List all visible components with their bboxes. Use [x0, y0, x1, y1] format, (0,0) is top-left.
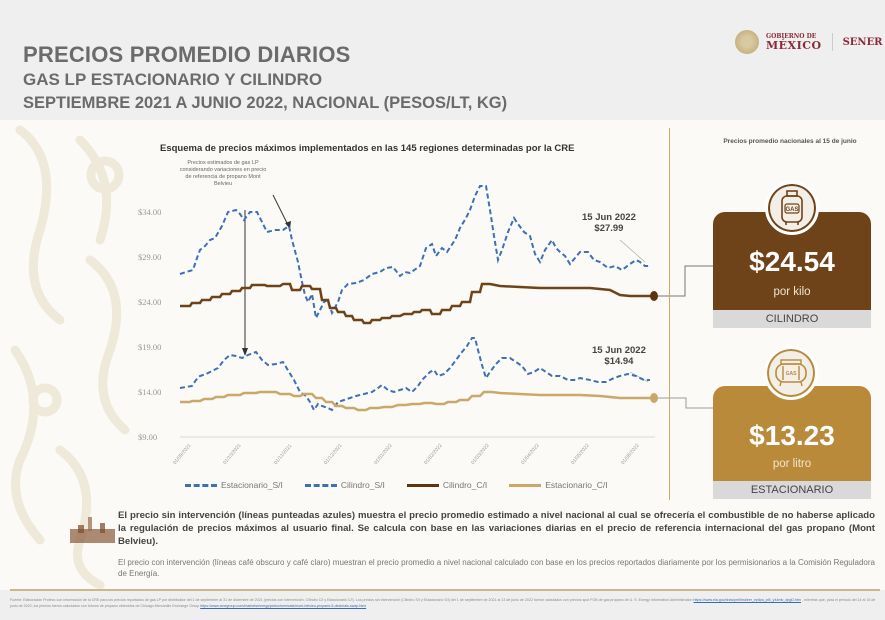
series-cilindro-si — [179, 185, 650, 322]
cilindro-end-marker — [650, 291, 658, 301]
legend-item-cilindro-si: Cilindro_S/I — [304, 480, 385, 490]
callout-cilindro: 15 Jun 2022 $27.99 — [582, 212, 636, 234]
series-estacionario-ci — [180, 390, 655, 412]
series-cilindro-ci — [180, 282, 655, 325]
y-tick-label: $29.00 — [138, 252, 162, 262]
gas-cylinder-icon: GAS — [765, 181, 819, 235]
estacionario-end-marker — [650, 393, 658, 403]
decorative-photo — [70, 517, 115, 543]
estacionario-unit: por litro — [772, 458, 812, 470]
solid-line-swatch-icon — [509, 483, 542, 487]
y-tick-label: $24.00 — [138, 297, 162, 307]
chart-annotation: Precios estimados de gas LP considerando… — [179, 160, 267, 187]
chart-legend: Estacionario_S/I Cilindro_S/I Cilindro_C… — [185, 480, 608, 490]
logo-gobierno-text: GOBIERNO DE — [766, 32, 817, 40]
y-tick-label: $34.00 — [138, 207, 162, 217]
y-tick-label: $19.00 — [138, 342, 162, 352]
estacionario-price-card: $13.23 por litro — [713, 386, 871, 481]
cme-source-link[interactable]: https://www.cmegroup.com/markets/energy/… — [200, 604, 367, 608]
legend-item-cilindro-ci: Cilindro_C/I — [406, 480, 487, 490]
callout-estacionario: 15 Jun 2022 $14.94 — [592, 345, 646, 367]
svg-text:GAS: GAS — [786, 371, 798, 377]
estacionario-label: ESTACIONARIO — [713, 481, 871, 499]
chart-title: Esquema de precios máximos implementados… — [160, 143, 575, 154]
svg-text:GAS: GAS — [785, 207, 798, 213]
annotation-arrow — [272, 194, 289, 226]
cilindro-price: $24.54 — [749, 246, 835, 277]
y-tick-label: $14.00 — [138, 387, 162, 397]
series-estacionario-si — [179, 337, 650, 412]
footer-divider — [10, 589, 880, 591]
note-with-intervention: El precio con intervención (líneas café … — [118, 558, 875, 578]
eia-source-link[interactable]: https://www.eia.gov/dnav/pet/hist/eer_ep… — [693, 598, 802, 602]
logo-divider — [831, 33, 833, 51]
legend-item-estacionario-si: Estacionario_S/I — [185, 480, 283, 490]
solid-line-swatch-icon — [406, 483, 439, 487]
dashed-line-swatch-icon — [304, 483, 337, 487]
cilindro-label: CILINDRO — [713, 310, 871, 328]
content-area — [0, 120, 885, 590]
government-logo: GOBIERNO DE MÉXICO SENER — [735, 30, 883, 54]
y-tick-label: $9.00 — [138, 432, 158, 442]
logo-sener-text: SENER — [842, 36, 883, 48]
side-panel-title: Precios promedio nacionales al 15 de jun… — [723, 138, 857, 145]
panel-divider — [669, 128, 670, 500]
gas-tank-icon: GAS — [764, 346, 818, 400]
source-footnote: Fuente: Elaboración Profeco con informac… — [10, 598, 876, 608]
cilindro-unit: por kilo — [773, 286, 811, 298]
legend-item-estacionario-ci: Estacionario_C/I — [509, 480, 608, 490]
estacionario-price: $13.23 — [749, 420, 835, 451]
mexico-seal-icon — [735, 30, 759, 54]
page-period: SEPTIEMBRE 2021 A JUNIO 2022, NACIONAL (… — [23, 94, 508, 112]
page-title: PRECIOS PROMEDIO DIARIOS — [23, 42, 351, 67]
header: PRECIOS PROMEDIO DIARIOS GAS LP ESTACION… — [0, 0, 885, 120]
dashed-line-swatch-icon — [185, 483, 217, 487]
cilindro-connector — [658, 265, 713, 297]
logo-mexico-text: MÉXICO — [766, 38, 822, 52]
estacionario-connector — [658, 397, 713, 409]
note-without-intervention: El precio sin intervención (líneas punte… — [118, 510, 875, 547]
page-subtitle: GAS LP ESTACIONARIO Y CILINDRO — [23, 70, 323, 89]
